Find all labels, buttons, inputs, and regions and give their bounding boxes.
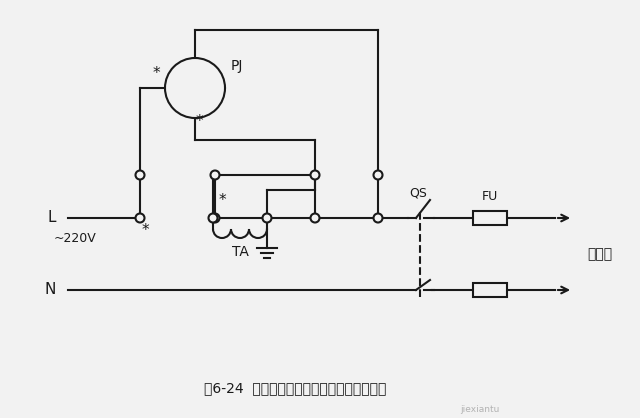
Text: jiexiantu: jiexiantu	[460, 405, 500, 415]
Circle shape	[211, 214, 220, 222]
Text: 图6-24  单相有功电能表带电流互感器的接线: 图6-24 单相有功电能表带电流互感器的接线	[204, 381, 386, 395]
Text: TA: TA	[232, 245, 248, 259]
Text: QS: QS	[409, 186, 427, 199]
Circle shape	[374, 214, 383, 222]
Text: *: *	[141, 223, 149, 238]
Circle shape	[211, 171, 220, 179]
Circle shape	[374, 171, 383, 179]
Bar	[473, 211, 507, 225]
Circle shape	[209, 214, 218, 222]
Circle shape	[165, 58, 225, 118]
Text: FU: FU	[482, 189, 498, 202]
Text: *: *	[218, 193, 226, 208]
Circle shape	[136, 214, 145, 222]
Text: 接负载: 接负载	[588, 247, 612, 261]
Text: PJ: PJ	[231, 59, 243, 73]
Circle shape	[136, 171, 145, 179]
Bar	[473, 283, 507, 297]
Circle shape	[262, 214, 271, 222]
Circle shape	[310, 214, 319, 222]
Text: *: *	[152, 66, 160, 81]
Text: N: N	[45, 283, 56, 298]
Text: ~220V: ~220V	[54, 232, 97, 245]
Text: L: L	[47, 211, 56, 225]
Text: *: *	[195, 114, 203, 129]
Circle shape	[310, 171, 319, 179]
